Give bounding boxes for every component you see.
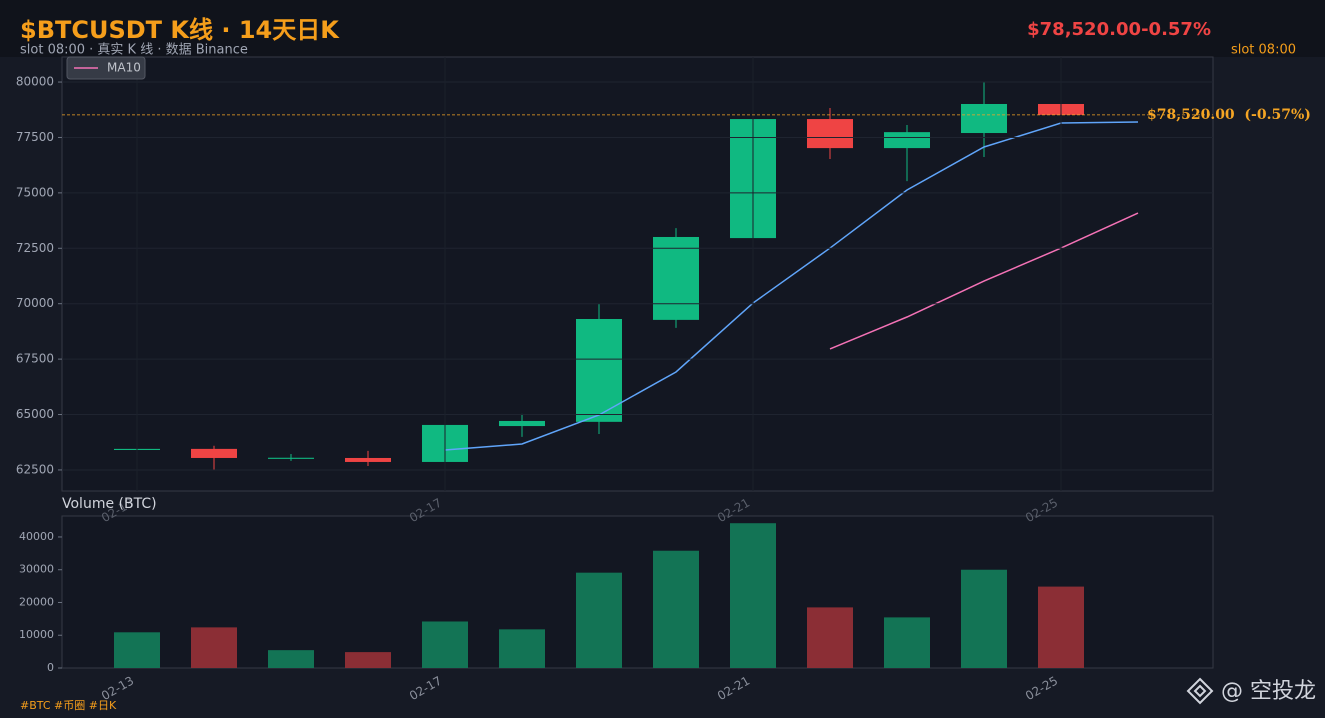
y-tick-label: 40000 — [19, 530, 54, 543]
candle-body — [268, 457, 314, 459]
header-band — [0, 0, 1325, 57]
candle-body — [807, 119, 853, 149]
volume-bar — [1038, 586, 1084, 668]
volume-title: Volume (BTC) — [62, 496, 157, 512]
volume-bar — [653, 550, 699, 668]
y-tick-label: 65000 — [16, 407, 54, 421]
volume-bar — [345, 652, 391, 668]
x-tick-label: 02-21 — [715, 674, 752, 704]
candle-body — [499, 420, 545, 427]
y-tick-label: 70000 — [16, 296, 54, 310]
candle-body — [884, 132, 930, 149]
y-tick-label: 10000 — [19, 628, 54, 641]
main-plot — [61, 56, 1214, 492]
volume-bar — [730, 523, 776, 668]
y-tick-label: 72500 — [16, 241, 54, 255]
watermark-icon — [1186, 677, 1214, 705]
volume-bar — [114, 632, 160, 668]
candle-body — [653, 236, 699, 320]
price: $78,520.00 — [1027, 19, 1141, 40]
y-tick-label: 67500 — [16, 352, 54, 366]
volume-bar — [191, 627, 237, 668]
volume-bar — [499, 629, 545, 668]
volume-plot — [61, 515, 1214, 669]
y-tick-label: 77500 — [16, 130, 54, 144]
y-tick-label: 30000 — [19, 563, 54, 576]
y-tick-label: 0 — [47, 661, 54, 674]
tags: #BTC #币圈 #日K — [20, 699, 117, 712]
x-tick-label: 02-17 — [407, 674, 444, 704]
volume-bar — [422, 621, 468, 668]
slot: slot 08:00 — [1231, 43, 1296, 58]
volume-bar — [961, 569, 1007, 668]
volume-bar — [884, 617, 930, 668]
ma-line — [829, 212, 1139, 350]
candle-body — [345, 457, 391, 462]
volume-bar — [268, 650, 314, 668]
x-tick-label: 02-25 — [1023, 674, 1060, 704]
y-tick-label: 20000 — [19, 595, 54, 608]
legend-box — [66, 56, 146, 80]
candle-body — [576, 318, 622, 422]
y-tick-label: 62500 — [16, 462, 54, 476]
legend-label: MA10 — [107, 61, 141, 75]
title: $BTCUSDT K线 · 14天日K — [20, 16, 340, 44]
candle-body — [961, 103, 1007, 134]
volume-bar — [576, 572, 622, 668]
subtitle: slot 08:00 · 真实 K 线 · 数据 Binance — [20, 43, 248, 58]
y-tick-label: 75000 — [16, 185, 54, 199]
watermark: @ 空投龙 — [1221, 679, 1316, 704]
price-line-label: $78,520.00 (-0.57%) — [1147, 107, 1311, 123]
change: -0.57% — [1141, 19, 1211, 40]
ma-line — [444, 121, 1139, 451]
volume-bar — [807, 607, 853, 668]
candle-body — [191, 448, 237, 458]
y-tick-label: 80000 — [16, 75, 54, 89]
